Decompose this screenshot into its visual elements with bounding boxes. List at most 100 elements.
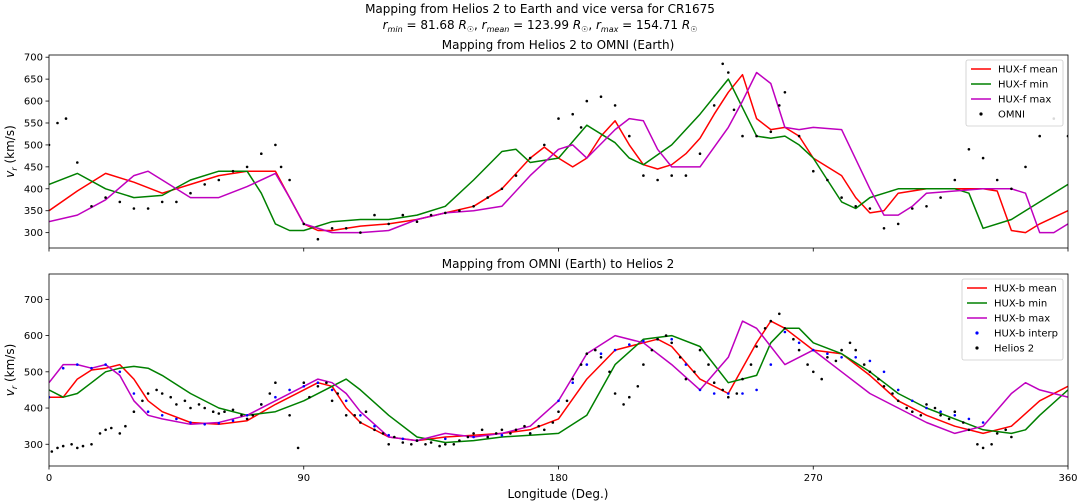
data-point-helios-2 <box>721 388 724 392</box>
data-point-helios-2 <box>500 428 504 432</box>
data-point-hux-b-interp <box>628 343 631 346</box>
data-point-omni <box>279 165 283 169</box>
data-point-helios-2 <box>302 381 306 385</box>
data-point-helios-2 <box>608 370 611 374</box>
legend-label-hux-b-mean: HUX-b mean <box>994 284 1057 295</box>
data-point-helios-2 <box>622 403 625 406</box>
data-point-helios-2 <box>693 370 696 374</box>
top-panel-title: Mapping from Helios 2 to OMNI (Earth) <box>442 38 675 52</box>
data-point-helios-2 <box>594 348 597 352</box>
data-point-helios-2 <box>599 356 603 359</box>
data-point-helios-2 <box>56 446 59 450</box>
data-point-helios-2 <box>452 443 456 446</box>
data-point-helios-2 <box>381 432 385 435</box>
data-point-helios-2 <box>132 410 136 414</box>
data-point-omni <box>56 121 59 125</box>
x-tick-label: 90 <box>297 473 310 484</box>
data-point-helios-2 <box>260 403 263 406</box>
x-tick-label: 180 <box>549 473 568 484</box>
data-point-helios-2 <box>990 443 993 446</box>
data-point-helios-2 <box>749 363 753 366</box>
data-point-helios-2 <box>50 450 54 453</box>
r-max-value: 154.71 <box>636 18 678 32</box>
data-point-helios-2 <box>458 439 461 442</box>
data-point-omni <box>104 196 107 199</box>
data-point-helios-2 <box>868 370 872 374</box>
data-point-omni <box>472 205 475 208</box>
y-axis-label-symbol: v <box>3 388 17 396</box>
data-point-hux-b-interp <box>911 399 914 403</box>
data-point-omni <box>231 169 235 173</box>
data-point-helios-2 <box>557 410 560 414</box>
data-point-helios-2 <box>769 319 773 323</box>
data-point-hux-b-interp <box>840 356 843 359</box>
series-line-hux-f-min <box>49 78 1068 232</box>
data-point-omni <box>732 108 736 112</box>
data-point-hux-b-interp <box>896 388 900 392</box>
series-line-hux-f-max <box>49 71 1068 234</box>
data-point-hux-b-interp <box>76 363 79 366</box>
data-point-omni <box>684 174 688 177</box>
data-point-omni <box>755 134 758 138</box>
data-point-helios-2 <box>778 312 781 316</box>
data-point-omni <box>628 134 631 138</box>
data-point-helios-2 <box>755 345 758 348</box>
data-point-hux-b-interp <box>939 410 942 414</box>
data-point-helios-2 <box>438 444 441 448</box>
data-point-omni <box>995 178 999 182</box>
data-point-hux-b-interp <box>472 435 475 439</box>
data-point-helios-2 <box>70 443 73 446</box>
data-point-omni <box>1010 187 1013 191</box>
data-point-helios-2 <box>410 443 413 446</box>
data-point-helios-2 <box>911 410 914 414</box>
data-point-helios-2 <box>141 399 144 403</box>
data-point-helios-2 <box>268 392 272 395</box>
data-point-helios-2 <box>698 348 702 352</box>
data-point-helios-2 <box>160 392 164 395</box>
data-point-helios-2 <box>104 428 107 432</box>
data-point-hux-b-interp <box>146 410 150 414</box>
data-point-omni <box>698 152 702 155</box>
data-point-hux-b-interp <box>288 388 291 392</box>
data-point-omni <box>316 237 320 241</box>
data-point-helios-2 <box>274 381 277 385</box>
series-line-hux-b-min <box>49 327 1068 444</box>
legend-label-hux-b-interp: HUX-b interp <box>994 329 1058 340</box>
data-point-helios-2 <box>670 341 673 345</box>
data-point-hux-b-interp <box>231 419 235 423</box>
y-tick-label: 650 <box>24 75 43 86</box>
x-tick-label: 360 <box>1058 473 1077 484</box>
data-point-hux-b-interp <box>727 392 730 395</box>
legend-label-helios-2: Helios 2 <box>994 344 1034 355</box>
y-axis-label-symbol: v <box>3 170 17 178</box>
data-point-helios-2 <box>840 348 843 352</box>
data-point-helios-2 <box>919 414 923 417</box>
legend-label-hux-b-min: HUX-b min <box>994 299 1047 310</box>
data-point-helios-2 <box>308 395 311 399</box>
data-point-hux-b-interp <box>500 433 504 437</box>
data-point-omni <box>599 95 603 98</box>
data-point-helios-2 <box>189 406 192 410</box>
data-point-helios-2 <box>735 392 739 395</box>
data-point-hux-b-interp <box>344 399 348 403</box>
data-point-omni <box>967 148 971 151</box>
data-point-helios-2 <box>551 421 555 424</box>
x-axis-label: Longitude (Deg.) <box>508 487 609 501</box>
x-tick-label: 270 <box>804 473 823 484</box>
data-point-helios-2 <box>636 385 640 388</box>
legend-label-hux-f-mean: HUX-f mean <box>998 65 1058 76</box>
legend-label-omni: OMNI <box>998 110 1025 121</box>
data-point-omni <box>769 130 773 134</box>
data-point-hux-b-interp <box>642 339 645 343</box>
data-point-hux-b-interp <box>302 385 306 388</box>
data-point-omni <box>579 126 583 129</box>
data-point-helios-2 <box>877 377 880 381</box>
data-point-hux-b-interp <box>175 417 178 421</box>
data-point-omni <box>840 196 843 199</box>
data-point-hux-b-interp <box>557 399 560 403</box>
data-point-helios-2 <box>61 444 65 448</box>
data-point-hux-b-interp <box>316 381 320 385</box>
data-point-hux-b-interp <box>118 370 122 374</box>
data-point-hux-b-interp <box>698 388 702 392</box>
data-point-hux-b-interp <box>387 433 391 437</box>
